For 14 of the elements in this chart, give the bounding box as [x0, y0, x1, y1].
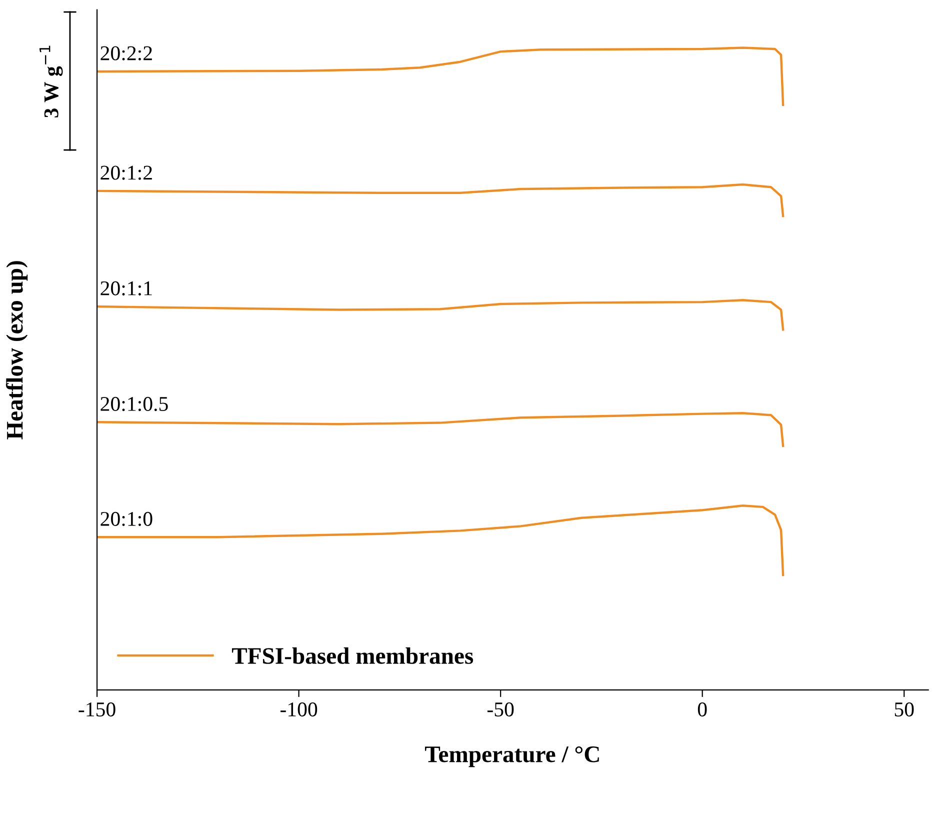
text: 3 W g$^{−1}$ — [40, 46, 63, 118]
x-tick-label: 0 — [698, 702, 707, 716]
legend-label: TFSI-based membranes — [232, 647, 474, 664]
annotation: 20:1:1 — [100, 281, 152, 296]
x-tick-label: -150 — [78, 702, 116, 716]
x-tick-label: -50 — [487, 702, 514, 716]
annotation: 20:2:2 — [100, 46, 152, 60]
y-axis-title: Heatflow (exo up) — [6, 261, 28, 440]
x-axis-title: Temperature / °C — [425, 746, 599, 768]
annotation: 20:1:0.5 — [100, 396, 168, 412]
x-tick-label: -100 — [280, 702, 318, 716]
x-tick-label: 50 — [894, 702, 914, 716]
annotation: 20:1:2 — [100, 166, 152, 180]
annotation: 20:1:0 — [100, 512, 152, 526]
